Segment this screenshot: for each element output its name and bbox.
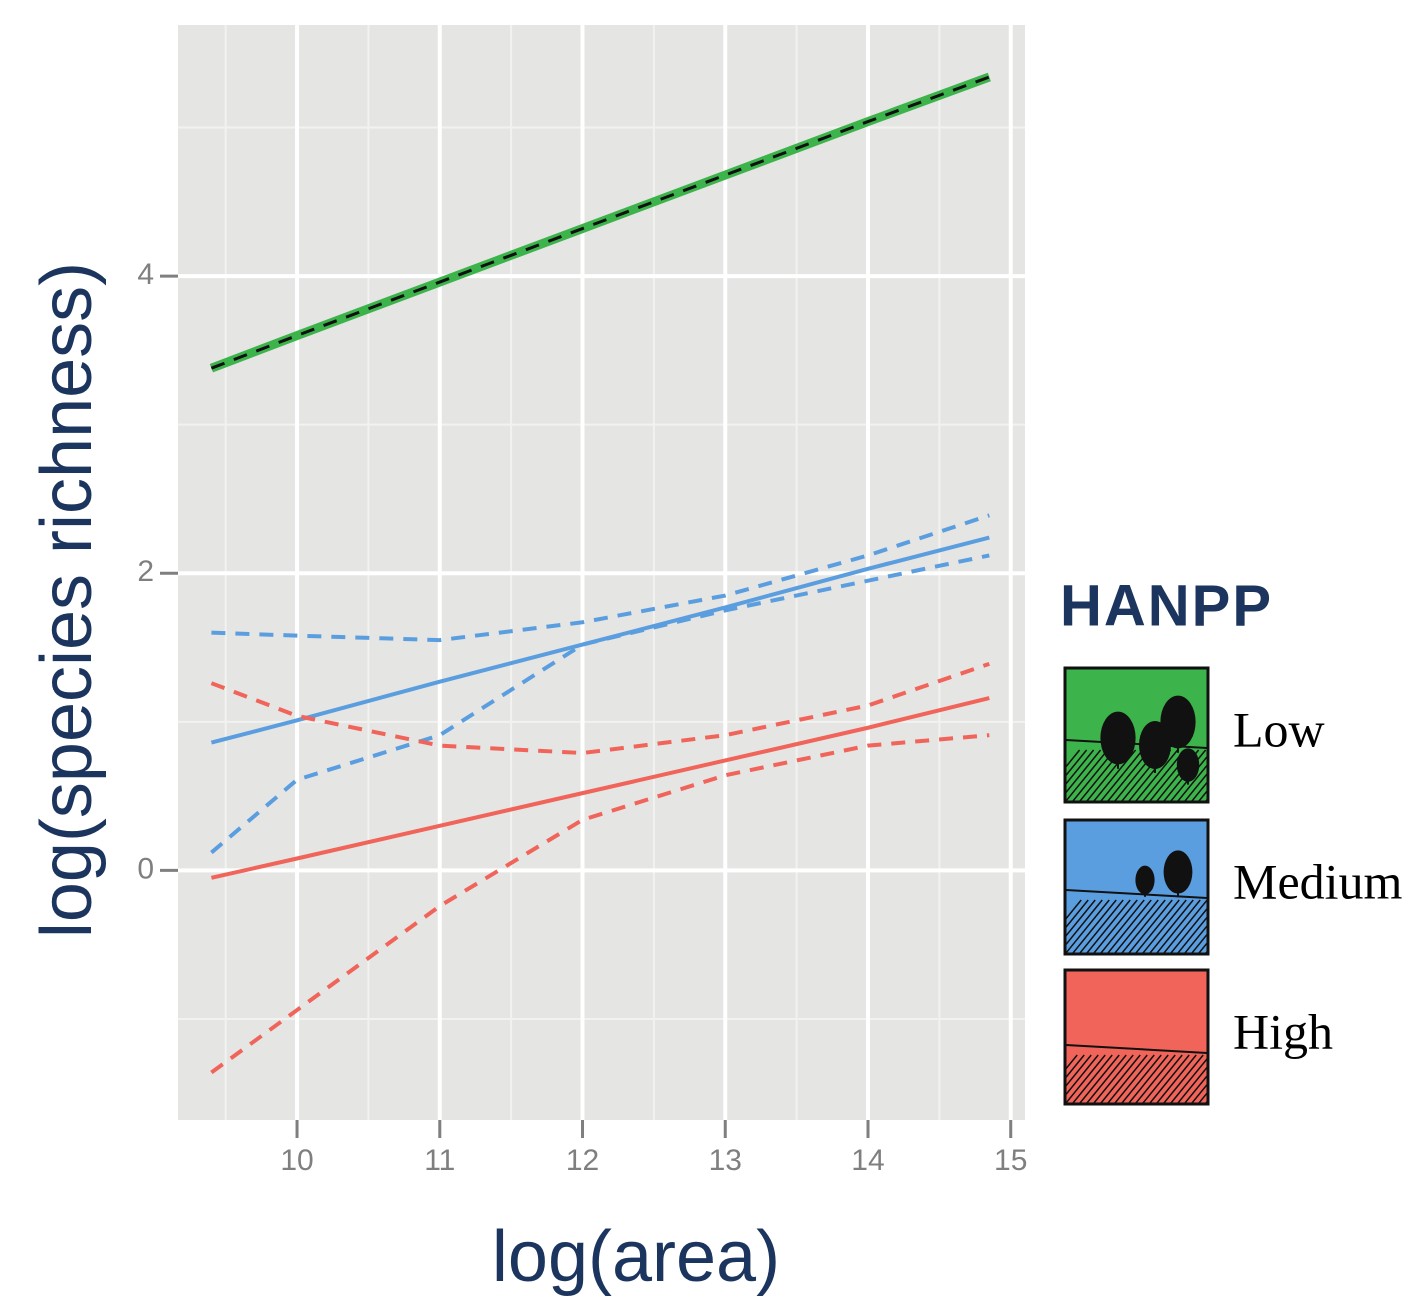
- legend-hatch: [1213, 750, 1255, 801]
- x-tick-label: 11: [424, 1144, 455, 1177]
- legend-title: HANPP: [1060, 573, 1273, 638]
- y-tick-label: 0: [137, 852, 154, 885]
- legend-hatch: [1206, 1055, 1245, 1103]
- legend-hatch: [1206, 750, 1248, 801]
- legend-tree: [1100, 712, 1135, 765]
- y-axis-title: log(species richness): [27, 262, 107, 938]
- x-axis-title: log(area): [492, 1217, 780, 1297]
- legend-hatch: [1220, 750, 1262, 801]
- legend-label: High: [1233, 1003, 1333, 1059]
- legend-tree: [1164, 850, 1193, 893]
- legend-hatch: [1213, 1055, 1252, 1103]
- legend-label: Medium: [1233, 853, 1403, 909]
- legend-hatch: [1227, 750, 1269, 801]
- x-tick-label: 15: [994, 1144, 1027, 1177]
- y-tick-label: 4: [137, 258, 154, 291]
- legend-tree: [1177, 748, 1199, 782]
- legend-label: Low: [1233, 701, 1325, 757]
- x-tick-label: 12: [566, 1144, 599, 1177]
- legend: Low Medium High: [1038, 668, 1403, 1104]
- y-tick-label: 2: [137, 555, 154, 588]
- legend-hatch: [1227, 1055, 1266, 1103]
- x-tick-label: 10: [280, 1144, 313, 1177]
- legend-hatch: [1220, 1055, 1259, 1103]
- legend-tree: [1160, 696, 1195, 749]
- x-tick-label: 14: [851, 1144, 884, 1177]
- x-tick-label: 13: [709, 1144, 742, 1177]
- chart: 10 11 12 13 14 15 0 2 4 log(area) log(species ri…: [0, 0, 1428, 1311]
- legend-tree: [1135, 866, 1154, 895]
